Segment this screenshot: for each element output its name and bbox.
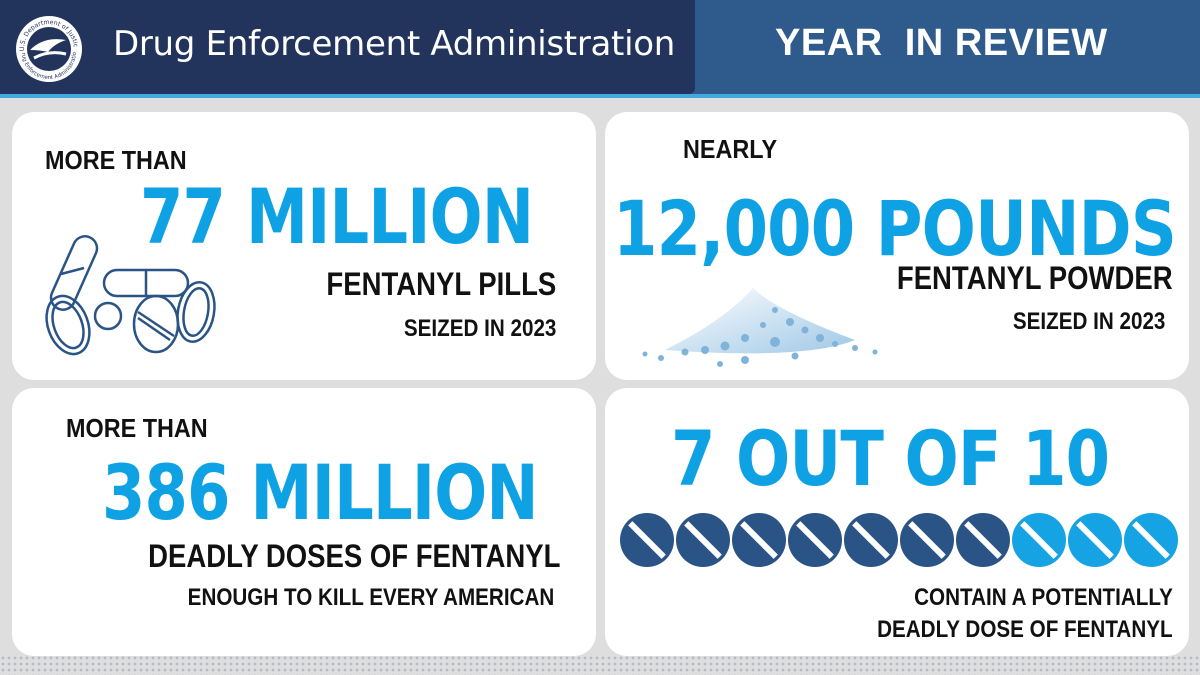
safe-pill-icon	[1124, 513, 1178, 567]
stat-card-doses: MORE THAN 386 MILLION DEADLY DOSES OF FE…	[12, 388, 596, 656]
stat-subject: DEADLY DOSES OF FENTANYL	[147, 538, 560, 574]
stat-detail: ENOUGH TO KILL EVERY AMERICAN	[187, 584, 554, 611]
stat-subject: FENTANYL PILLS	[326, 266, 556, 302]
stat-figure: 12,000 POUNDS	[613, 184, 1177, 273]
agency-name: Drug Enforcement Administration	[113, 24, 675, 64]
stat-card-ratio: 7 OUT OF 10 CONTAIN A POTENTIALLY DEADLY…	[605, 388, 1189, 656]
stat-figure: 386 MILLION	[102, 448, 539, 537]
safe-pill-icon	[1012, 513, 1066, 567]
deadly-pill-icon	[732, 513, 786, 567]
stat-lead: MORE THAN	[66, 413, 208, 443]
stat-figure: 7 OUT OF 10	[671, 414, 1110, 503]
deadly-pill-icon	[956, 513, 1010, 567]
deadly-pill-icon	[676, 513, 730, 567]
header-banner: U.S. Department of Justice Drug Enforcem…	[0, 0, 1200, 98]
stat-lead: MORE THAN	[45, 145, 187, 175]
stat-detail-line2: DEADLY DOSE OF FENTANYL	[877, 616, 1173, 643]
pill-ratio-row	[620, 513, 1178, 567]
powder-pile-icon	[642, 288, 878, 367]
stat-detail: SEIZED IN 2023	[403, 315, 556, 342]
pills-icon	[45, 235, 216, 356]
stat-card-powder: NEARLY 12,000 POUNDS FENTANYL POWDER SEI…	[605, 112, 1189, 380]
banner-title: YEAR IN REVIEW	[775, 22, 1108, 64]
safe-pill-icon	[1068, 513, 1122, 567]
stat-lead: NEARLY	[683, 134, 778, 164]
stat-subject: FENTANYL POWDER	[897, 260, 1173, 296]
deadly-pill-icon	[844, 513, 898, 567]
stat-detail-line1: CONTAIN A POTENTIALLY	[914, 584, 1173, 611]
decorative-dot-pattern	[0, 655, 1200, 675]
deadly-pill-icon	[788, 513, 842, 567]
header-divider	[0, 94, 1200, 98]
stat-figure: 77 MILLION	[140, 172, 534, 261]
dea-seal-icon: U.S. Department of Justice Drug Enforcem…	[14, 14, 82, 82]
stat-card-pills: MORE THAN 77 MILLION FENTANYL PILLS SEIZ…	[12, 112, 596, 380]
stat-detail: SEIZED IN 2023	[1012, 308, 1165, 335]
deadly-pill-icon	[620, 513, 674, 567]
agency-bar: U.S. Department of Justice Drug Enforcem…	[0, 0, 695, 94]
deadly-pill-icon	[900, 513, 954, 567]
